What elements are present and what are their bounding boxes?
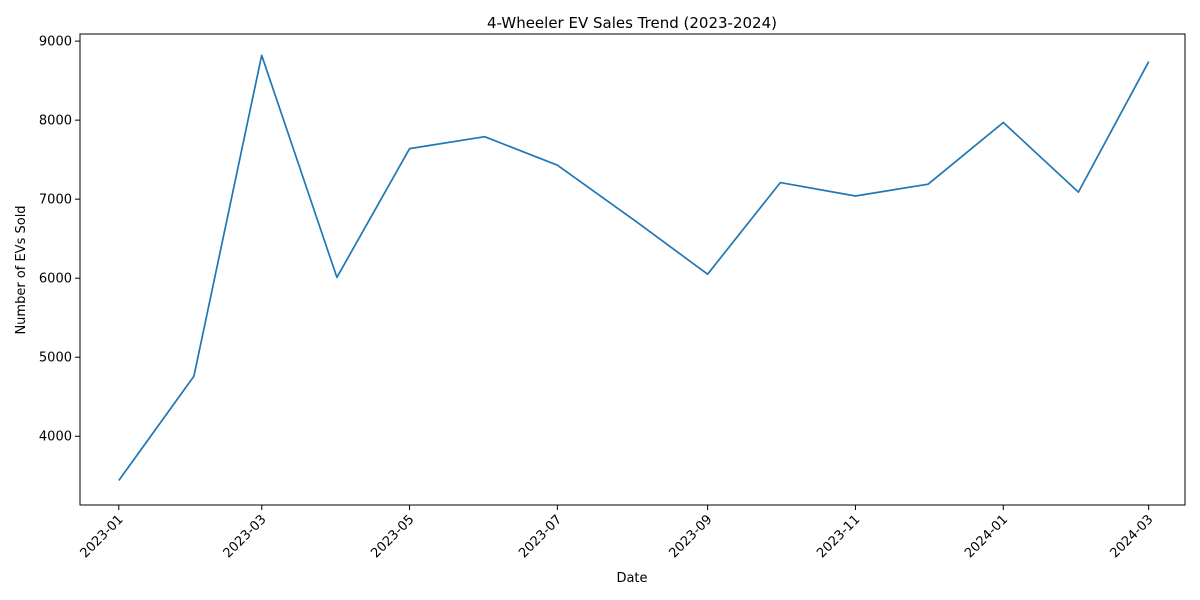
x-tick-label: 2023-03 bbox=[221, 512, 270, 561]
y-tick-label: 4000 bbox=[39, 430, 72, 445]
y-tick-label: 6000 bbox=[39, 272, 72, 287]
y-axis: 4000 5000 6000 7000 8000 9000 bbox=[39, 35, 80, 445]
plot-frame bbox=[79, 33, 1186, 506]
series-line bbox=[118, 54, 1150, 481]
chart-title: 4-Wheeler EV Sales Trend (2023-2024) bbox=[487, 14, 777, 32]
y-tick-label: 9000 bbox=[39, 35, 72, 50]
x-axis: 2023-01 2023-03 2023-05 2023-07 2023-09 2023-… bbox=[78, 505, 1156, 561]
y-tick-label: 8000 bbox=[39, 114, 72, 129]
x-tick-label: 2024-03 bbox=[1107, 512, 1156, 561]
x-tick-label: 2023-07 bbox=[516, 512, 565, 561]
x-tick-label: 2023-05 bbox=[368, 512, 417, 561]
x-tick-label: 2023-11 bbox=[814, 512, 863, 561]
x-tick-label: 2024-01 bbox=[962, 512, 1011, 561]
y-tick-label: 7000 bbox=[39, 193, 72, 208]
y-axis-title: Number of EVs Sold bbox=[14, 205, 29, 334]
y-tick-label: 5000 bbox=[39, 351, 72, 366]
x-tick-label: 2023-01 bbox=[78, 512, 127, 561]
series-layer bbox=[118, 54, 1150, 481]
x-axis-title: Date bbox=[616, 571, 647, 586]
x-tick-label: 2023-09 bbox=[666, 512, 715, 561]
